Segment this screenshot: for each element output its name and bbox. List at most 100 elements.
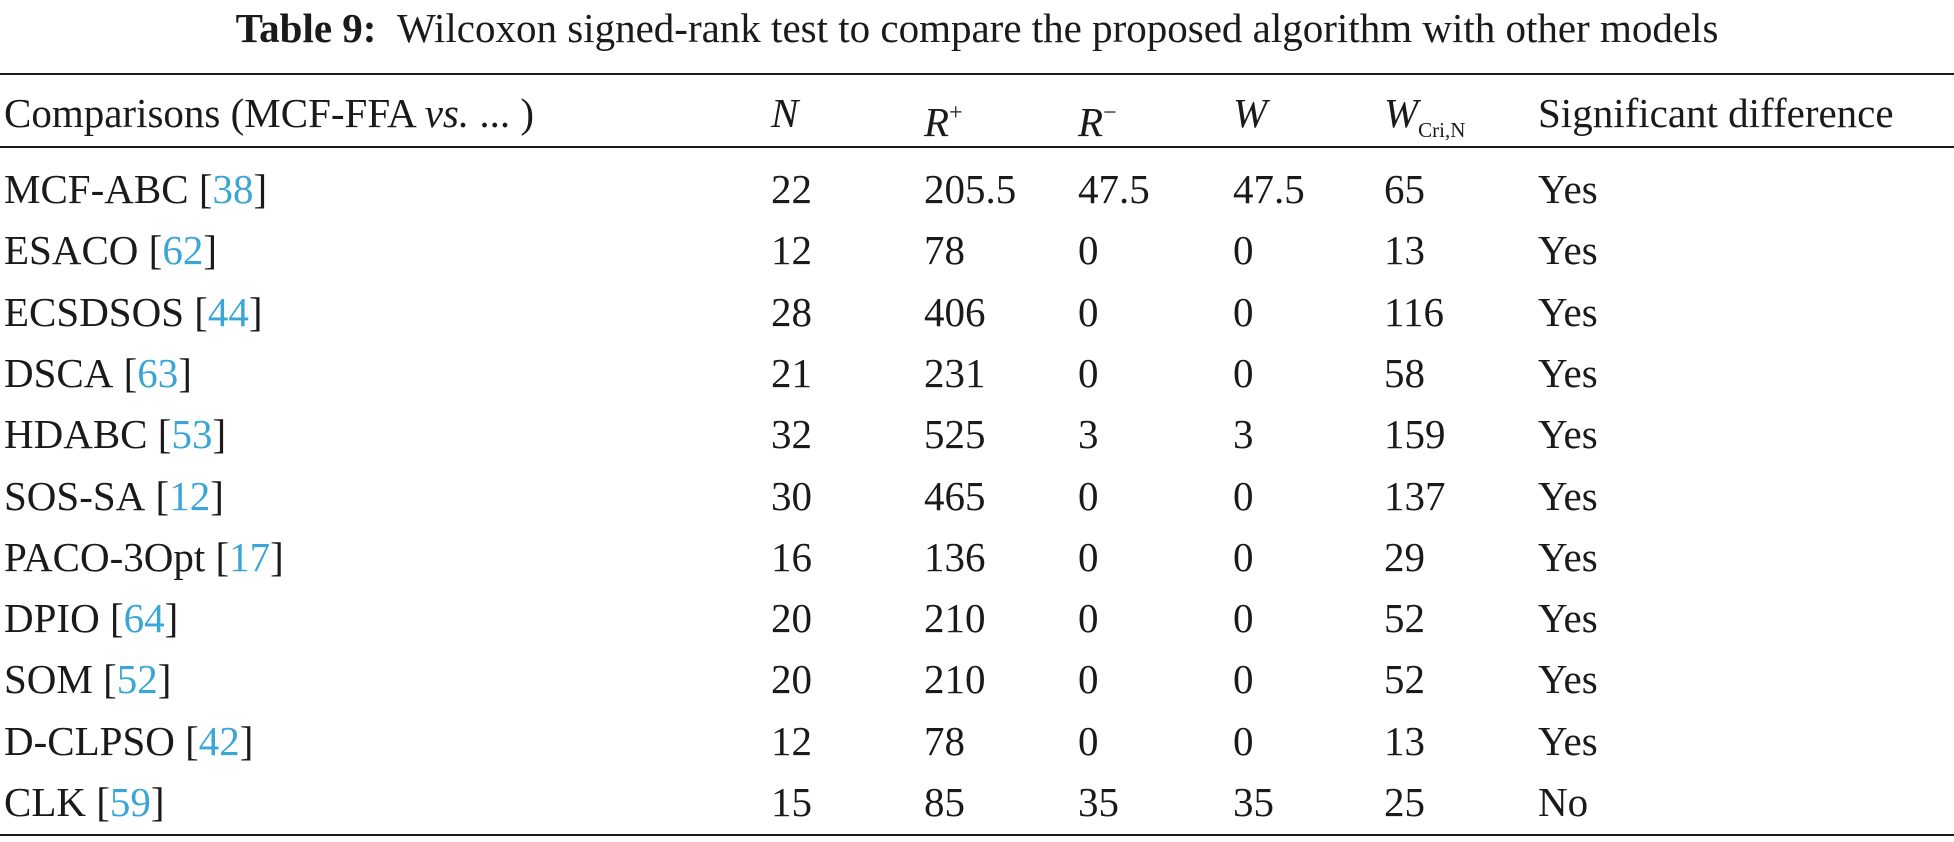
- cell-r-minus: 0: [1078, 289, 1099, 335]
- cell-r-minus: 0: [1078, 227, 1099, 273]
- cell-significant: Yes: [1538, 718, 1598, 764]
- model-name: DPIO: [4, 595, 100, 641]
- cell-w-cri: 116: [1384, 289, 1444, 335]
- cell-w-cri: 52: [1384, 595, 1425, 641]
- header-significant-difference: Significant difference: [1538, 90, 1894, 136]
- cell-r-plus: 78: [924, 227, 965, 273]
- table-caption-text: Wilcoxon signed-rank test to compare the…: [396, 5, 1719, 51]
- cell-w-cri: 58: [1384, 350, 1425, 396]
- cell-r-minus: 0: [1078, 350, 1099, 396]
- cell-model: SOM [52]: [4, 656, 172, 702]
- table-row: SOM [52] 20 210 0 0 52 Yes: [0, 649, 1954, 710]
- cell-n: 28: [771, 289, 812, 335]
- cell-model: D-CLPSO [42]: [4, 718, 254, 764]
- cell-r-minus: 47.5: [1078, 166, 1150, 212]
- cell-r-plus: 525: [924, 411, 986, 457]
- cell-w: 0: [1233, 656, 1254, 702]
- model-name: SOS-SA: [4, 473, 146, 519]
- cell-significant: Yes: [1538, 227, 1598, 273]
- cell-w-cri: 159: [1384, 411, 1446, 457]
- cell-model: DPIO [64]: [4, 595, 179, 641]
- header-r-plus: R+: [924, 99, 963, 145]
- cell-w: 0: [1233, 227, 1254, 273]
- table-header-rule: [0, 146, 1954, 148]
- cell-w: 47.5: [1233, 166, 1305, 212]
- cell-w: 3: [1233, 411, 1254, 457]
- cell-w-cri: 65: [1384, 166, 1425, 212]
- cell-r-minus: 0: [1078, 534, 1099, 580]
- cell-r-minus: 0: [1078, 656, 1099, 702]
- citation-link[interactable]: 52: [116, 656, 158, 702]
- cell-w-cri: 137: [1384, 473, 1446, 519]
- cell-model: DSCA [63]: [4, 350, 192, 396]
- model-name: HDABC: [4, 411, 148, 457]
- cell-w: 35: [1233, 779, 1274, 825]
- citation-link[interactable]: 64: [123, 595, 165, 641]
- cell-r-minus: 0: [1078, 595, 1099, 641]
- citation-link[interactable]: 38: [212, 166, 254, 212]
- citation-link[interactable]: 62: [162, 227, 204, 273]
- table-row: ESACO [62] 12 78 0 0 13 Yes: [0, 220, 1954, 281]
- cell-r-plus: 210: [924, 595, 986, 641]
- cell-w-cri: 29: [1384, 534, 1425, 580]
- model-name: D-CLPSO: [4, 718, 175, 764]
- table-row: PACO-3Opt [17] 16 136 0 0 29 Yes: [0, 527, 1954, 588]
- cell-r-minus: 35: [1078, 779, 1119, 825]
- cell-w: 0: [1233, 718, 1254, 764]
- cell-significant: Yes: [1538, 595, 1598, 641]
- table-row: SOS-SA [12] 30 465 0 0 137 Yes: [0, 466, 1954, 527]
- cell-model: CLK [59]: [4, 779, 165, 825]
- header-comparisons: Comparisons (MCF-FFA vs. ... ): [4, 90, 535, 136]
- cell-significant: Yes: [1538, 534, 1598, 580]
- header-r-minus: R−: [1078, 99, 1117, 145]
- table-caption-label: Table 9:: [235, 5, 377, 51]
- cell-w: 0: [1233, 595, 1254, 641]
- cell-significant: Yes: [1538, 411, 1598, 457]
- citation-link[interactable]: 53: [171, 411, 213, 457]
- cell-r-plus: 231: [924, 350, 986, 396]
- cell-n: 21: [771, 350, 812, 396]
- model-name: ECSDSOS: [4, 289, 185, 335]
- cell-w-cri: 25: [1384, 779, 1425, 825]
- cell-model: MCF-ABC [38]: [4, 166, 268, 212]
- cell-n: 22: [771, 166, 812, 212]
- cell-r-minus: 0: [1078, 473, 1099, 519]
- cell-model: ESACO [62]: [4, 227, 217, 273]
- cell-w-cri: 13: [1384, 718, 1425, 764]
- model-name: MCF-ABC: [4, 166, 189, 212]
- citation-link[interactable]: 44: [207, 289, 249, 335]
- cell-w: 0: [1233, 289, 1254, 335]
- cell-r-plus: 85: [924, 779, 965, 825]
- table-row: ECSDSOS [44] 28 406 0 0 116 Yes: [0, 282, 1954, 343]
- cell-n: 12: [771, 227, 812, 273]
- citation-link[interactable]: 17: [229, 534, 271, 580]
- model-name: ESACO: [4, 227, 139, 273]
- cell-significant: Yes: [1538, 166, 1598, 212]
- cell-n: 32: [771, 411, 812, 457]
- cell-n: 20: [771, 595, 812, 641]
- cell-r-plus: 78: [924, 718, 965, 764]
- cell-w-cri: 52: [1384, 656, 1425, 702]
- table-row: CLK [59] 15 85 35 35 25 No: [0, 772, 1954, 833]
- cell-model: SOS-SA [12]: [4, 473, 224, 519]
- citation-link[interactable]: 63: [137, 350, 179, 396]
- table-row: DPIO [64] 20 210 0 0 52 Yes: [0, 588, 1954, 649]
- cell-r-plus: 406: [924, 289, 986, 335]
- header-w: W: [1233, 90, 1268, 136]
- table-bottom-rule: [0, 834, 1954, 836]
- cell-significant: No: [1538, 779, 1589, 825]
- citation-link[interactable]: 12: [169, 473, 211, 519]
- cell-significant: Yes: [1538, 350, 1598, 396]
- table-row: D-CLPSO [42] 12 78 0 0 13 Yes: [0, 711, 1954, 772]
- cell-n: 15: [771, 779, 812, 825]
- cell-model: PACO-3Opt [17]: [4, 534, 284, 580]
- cell-n: 16: [771, 534, 812, 580]
- cell-r-minus: 3: [1078, 411, 1099, 457]
- citation-link[interactable]: 59: [109, 779, 151, 825]
- model-name: SOM: [4, 656, 93, 702]
- cell-model: HDABC [53]: [4, 411, 227, 457]
- cell-model: ECSDSOS [44]: [4, 289, 263, 335]
- cell-n: 30: [771, 473, 812, 519]
- citation-link[interactable]: 42: [198, 718, 240, 764]
- header-n: N: [771, 90, 799, 136]
